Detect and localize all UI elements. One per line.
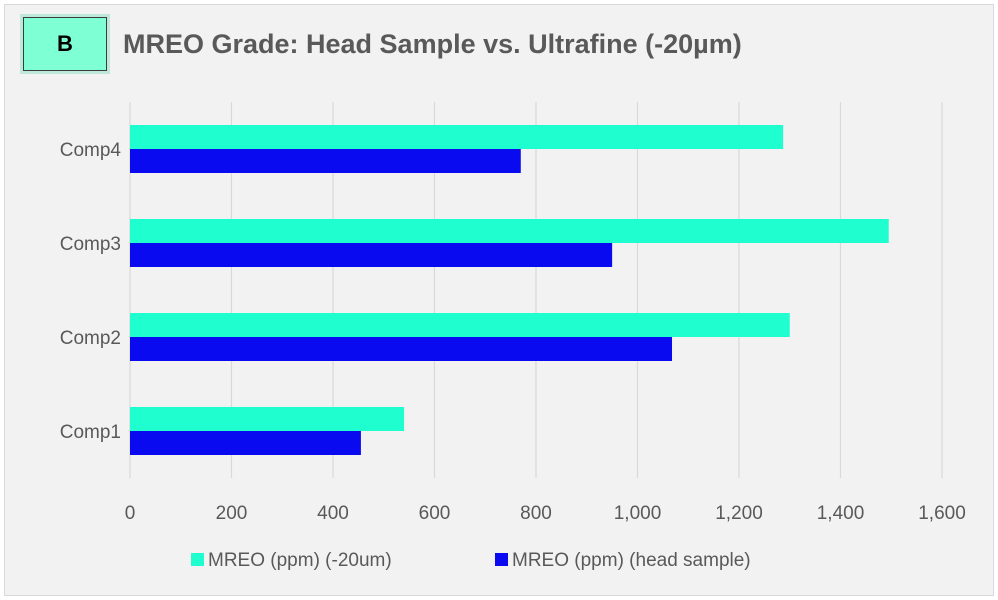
bar-comp1-series-1 (130, 407, 405, 431)
bar-comp4-series-1 (130, 125, 784, 149)
y-category-label: Comp2 (60, 328, 121, 349)
x-tick-label: 400 (317, 503, 349, 524)
y-category-label: Comp4 (60, 140, 122, 161)
y-axis-category-labels: Comp1 Comp2 Comp3 Comp4 (60, 140, 122, 443)
bars (130, 125, 889, 455)
panel-label-badge: B (23, 17, 107, 71)
x-tick-label: 0 (125, 503, 136, 524)
legend: MREO (ppm) (-20um) MREO (ppm) (head sampl… (191, 550, 751, 571)
bar-comp2-series-1 (130, 313, 790, 337)
bar-comp2-series-2 (130, 337, 673, 361)
x-tick-label: 1,600 (918, 503, 966, 524)
chart-title: MREO Grade: Head Sample vs. Ultrafine (-… (123, 29, 742, 59)
bar-comp3-series-1 (130, 219, 889, 243)
chart-frame: B MREO Grade: Head Sample vs. Ultrafine … (4, 4, 994, 596)
x-axis-tick-labels: 0 200 400 600 800 1,000 1,200 1,400 1,600 (125, 503, 966, 524)
x-tick-label: 600 (419, 503, 451, 524)
bar-comp1-series-2 (130, 431, 361, 455)
legend-swatch (191, 553, 204, 566)
legend-label: MREO (ppm) (head sample) (512, 550, 751, 571)
legend-label: MREO (ppm) (-20um) (208, 550, 392, 571)
legend-swatch (495, 553, 508, 566)
x-tick-label: 200 (216, 503, 248, 524)
y-category-label: Comp3 (60, 234, 121, 255)
x-tick-label: 1,000 (614, 503, 662, 524)
x-tick-label: 1,400 (817, 503, 865, 524)
x-tick-label: 1,200 (715, 503, 763, 524)
bar-comp4-series-2 (130, 149, 521, 173)
x-tick-label: 800 (520, 503, 552, 524)
y-category-label: Comp1 (60, 422, 121, 443)
bar-comp3-series-2 (130, 243, 613, 267)
